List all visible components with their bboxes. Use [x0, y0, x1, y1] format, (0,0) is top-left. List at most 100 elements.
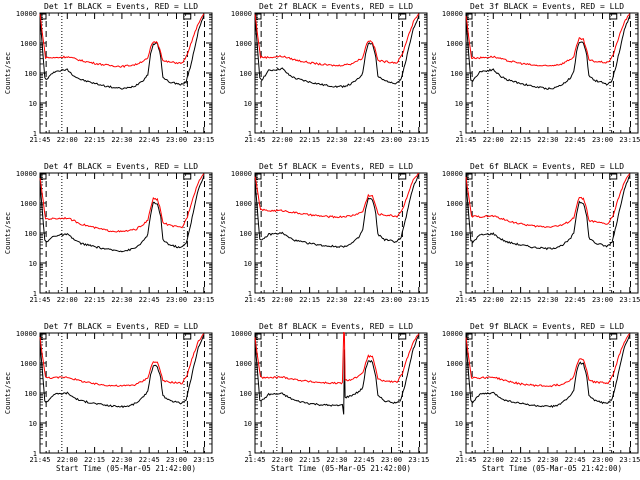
x-tick-label: 22:00: [57, 296, 78, 304]
y-tick-label: 1000: [446, 360, 463, 368]
y-tick-label: 10000: [231, 170, 252, 178]
marker-box-right: [183, 333, 192, 340]
panel-det-9: Det 9f BLACK = Events, RED = LLD Counts/s…: [430, 322, 640, 473]
x-tick-label: 23:00: [381, 456, 402, 464]
series-lld-line: [465, 173, 631, 228]
series-events-line: [465, 175, 631, 251]
y-tick-label: 100: [450, 70, 463, 78]
y-tick-label: 10000: [442, 10, 463, 18]
x-tick-label: 23:15: [193, 296, 214, 304]
marker-box-left: [40, 333, 47, 340]
series-lld-line: [465, 13, 631, 67]
marker-box-right: [609, 173, 618, 180]
series-lld-line: [465, 333, 631, 388]
panel-title: Det 1f BLACK = Events, RED = LLD: [44, 2, 198, 11]
series-events-line: [254, 334, 420, 415]
y-tick-label: 1: [248, 130, 252, 138]
y-tick-label: 10: [29, 420, 37, 428]
x-tick-label: 22:00: [483, 456, 504, 464]
x-tick-label: 22:00: [272, 456, 293, 464]
panel-det-3: Det 3f BLACK = Events, RED = LLD Counts/s…: [430, 2, 640, 144]
y-tick-label: 1: [33, 450, 37, 458]
x-tick-label: 23:00: [592, 456, 613, 464]
panel-det-2: Det 2f BLACK = Events, RED = LLD Counts/s…: [219, 2, 429, 144]
series-lld-line: [254, 172, 420, 219]
x-tick-label: 22:45: [565, 456, 586, 464]
y-axis-label: Counts/sec: [430, 52, 438, 94]
y-tick-label: 10: [244, 260, 252, 268]
x-tick-label: 22:00: [483, 296, 504, 304]
x-tick-label: 22:30: [326, 456, 347, 464]
panel-det-5: Det 5f BLACK = Events, RED = LLD Counts/s…: [219, 162, 429, 304]
y-tick-label: 100: [24, 70, 37, 78]
y-tick-label: 1: [459, 450, 463, 458]
y-tick-label: 1000: [446, 40, 463, 48]
marker-box-right: [398, 333, 407, 340]
x-tick-label: 22:15: [299, 296, 320, 304]
x-tick-label: 22:30: [537, 456, 558, 464]
marker-box-right: [398, 13, 407, 20]
marker-box-left: [255, 333, 262, 340]
y-axis-label: Counts/sec: [219, 212, 227, 254]
panel-title: Det 2f BLACK = Events, RED = LLD: [259, 2, 413, 11]
x-axis-label: Start Time (05-Mar-05 21:42:00): [56, 464, 196, 473]
x-tick-label: 22:00: [272, 296, 293, 304]
y-tick-label: 1: [248, 450, 252, 458]
y-tick-label: 10: [455, 100, 463, 108]
y-tick-label: 10: [244, 100, 252, 108]
y-tick-label: 1000: [20, 200, 37, 208]
x-tick-label: 21:45: [29, 296, 50, 304]
series-events-line: [39, 15, 205, 90]
series-lld-line: [254, 331, 420, 385]
x-tick-label: 21:45: [244, 456, 265, 464]
x-tick-label: 23:15: [193, 136, 214, 144]
y-tick-label: 10: [29, 100, 37, 108]
x-tick-label: 21:45: [244, 136, 265, 144]
x-tick-label: 22:45: [354, 456, 375, 464]
x-tick-label: 21:45: [29, 136, 50, 144]
x-tick-label: 22:30: [111, 296, 132, 304]
x-axis-label: Start Time (05-Mar-05 21:42:00): [482, 464, 622, 473]
x-tick-label: 22:45: [139, 136, 160, 144]
x-tick-label: 23:15: [408, 456, 429, 464]
x-tick-label: 21:45: [455, 296, 476, 304]
y-tick-label: 100: [24, 230, 37, 238]
x-tick-label: 22:45: [565, 136, 586, 144]
x-tick-label: 21:45: [455, 456, 476, 464]
y-tick-label: 1: [33, 290, 37, 298]
x-tick-label: 22:45: [565, 296, 586, 304]
y-tick-label: 100: [450, 390, 463, 398]
series-lld-line: [39, 333, 205, 387]
y-tick-label: 10: [29, 260, 37, 268]
y-tick-label: 100: [450, 230, 463, 238]
series-events-line: [39, 175, 205, 253]
x-tick-label: 23:15: [619, 456, 640, 464]
y-tick-label: 1: [459, 130, 463, 138]
y-axis-label: Counts/sec: [4, 52, 12, 94]
x-tick-label: 22:15: [510, 296, 531, 304]
y-tick-label: 10000: [16, 10, 37, 18]
marker-box-right: [183, 13, 192, 20]
y-tick-label: 100: [239, 230, 252, 238]
x-tick-label: 22:45: [354, 296, 375, 304]
x-tick-label: 23:00: [166, 456, 187, 464]
y-tick-label: 1000: [235, 40, 252, 48]
series-events-line: [465, 334, 631, 408]
series-events-line: [254, 174, 420, 249]
panel-title: Det 4f BLACK = Events, RED = LLD: [44, 162, 198, 171]
panel-det-7: Det 7f BLACK = Events, RED = LLD Counts/s…: [4, 322, 214, 473]
x-tick-label: 23:15: [619, 296, 640, 304]
x-tick-label: 23:00: [592, 296, 613, 304]
y-tick-label: 10000: [442, 170, 463, 178]
y-tick-label: 1: [459, 290, 463, 298]
panel-title: Det 3f BLACK = Events, RED = LLD: [470, 2, 624, 11]
panel-det-6: Det 6f BLACK = Events, RED = LLD Counts/s…: [430, 162, 640, 304]
x-tick-label: 22:15: [84, 296, 105, 304]
series-lld-line: [39, 13, 205, 68]
y-tick-label: 100: [239, 70, 252, 78]
y-axis-label: Counts/sec: [430, 372, 438, 414]
marker-box-left: [466, 333, 473, 340]
y-axis-label: Counts/sec: [430, 212, 438, 254]
x-tick-label: 23:00: [381, 136, 402, 144]
series-events-line: [465, 15, 631, 90]
